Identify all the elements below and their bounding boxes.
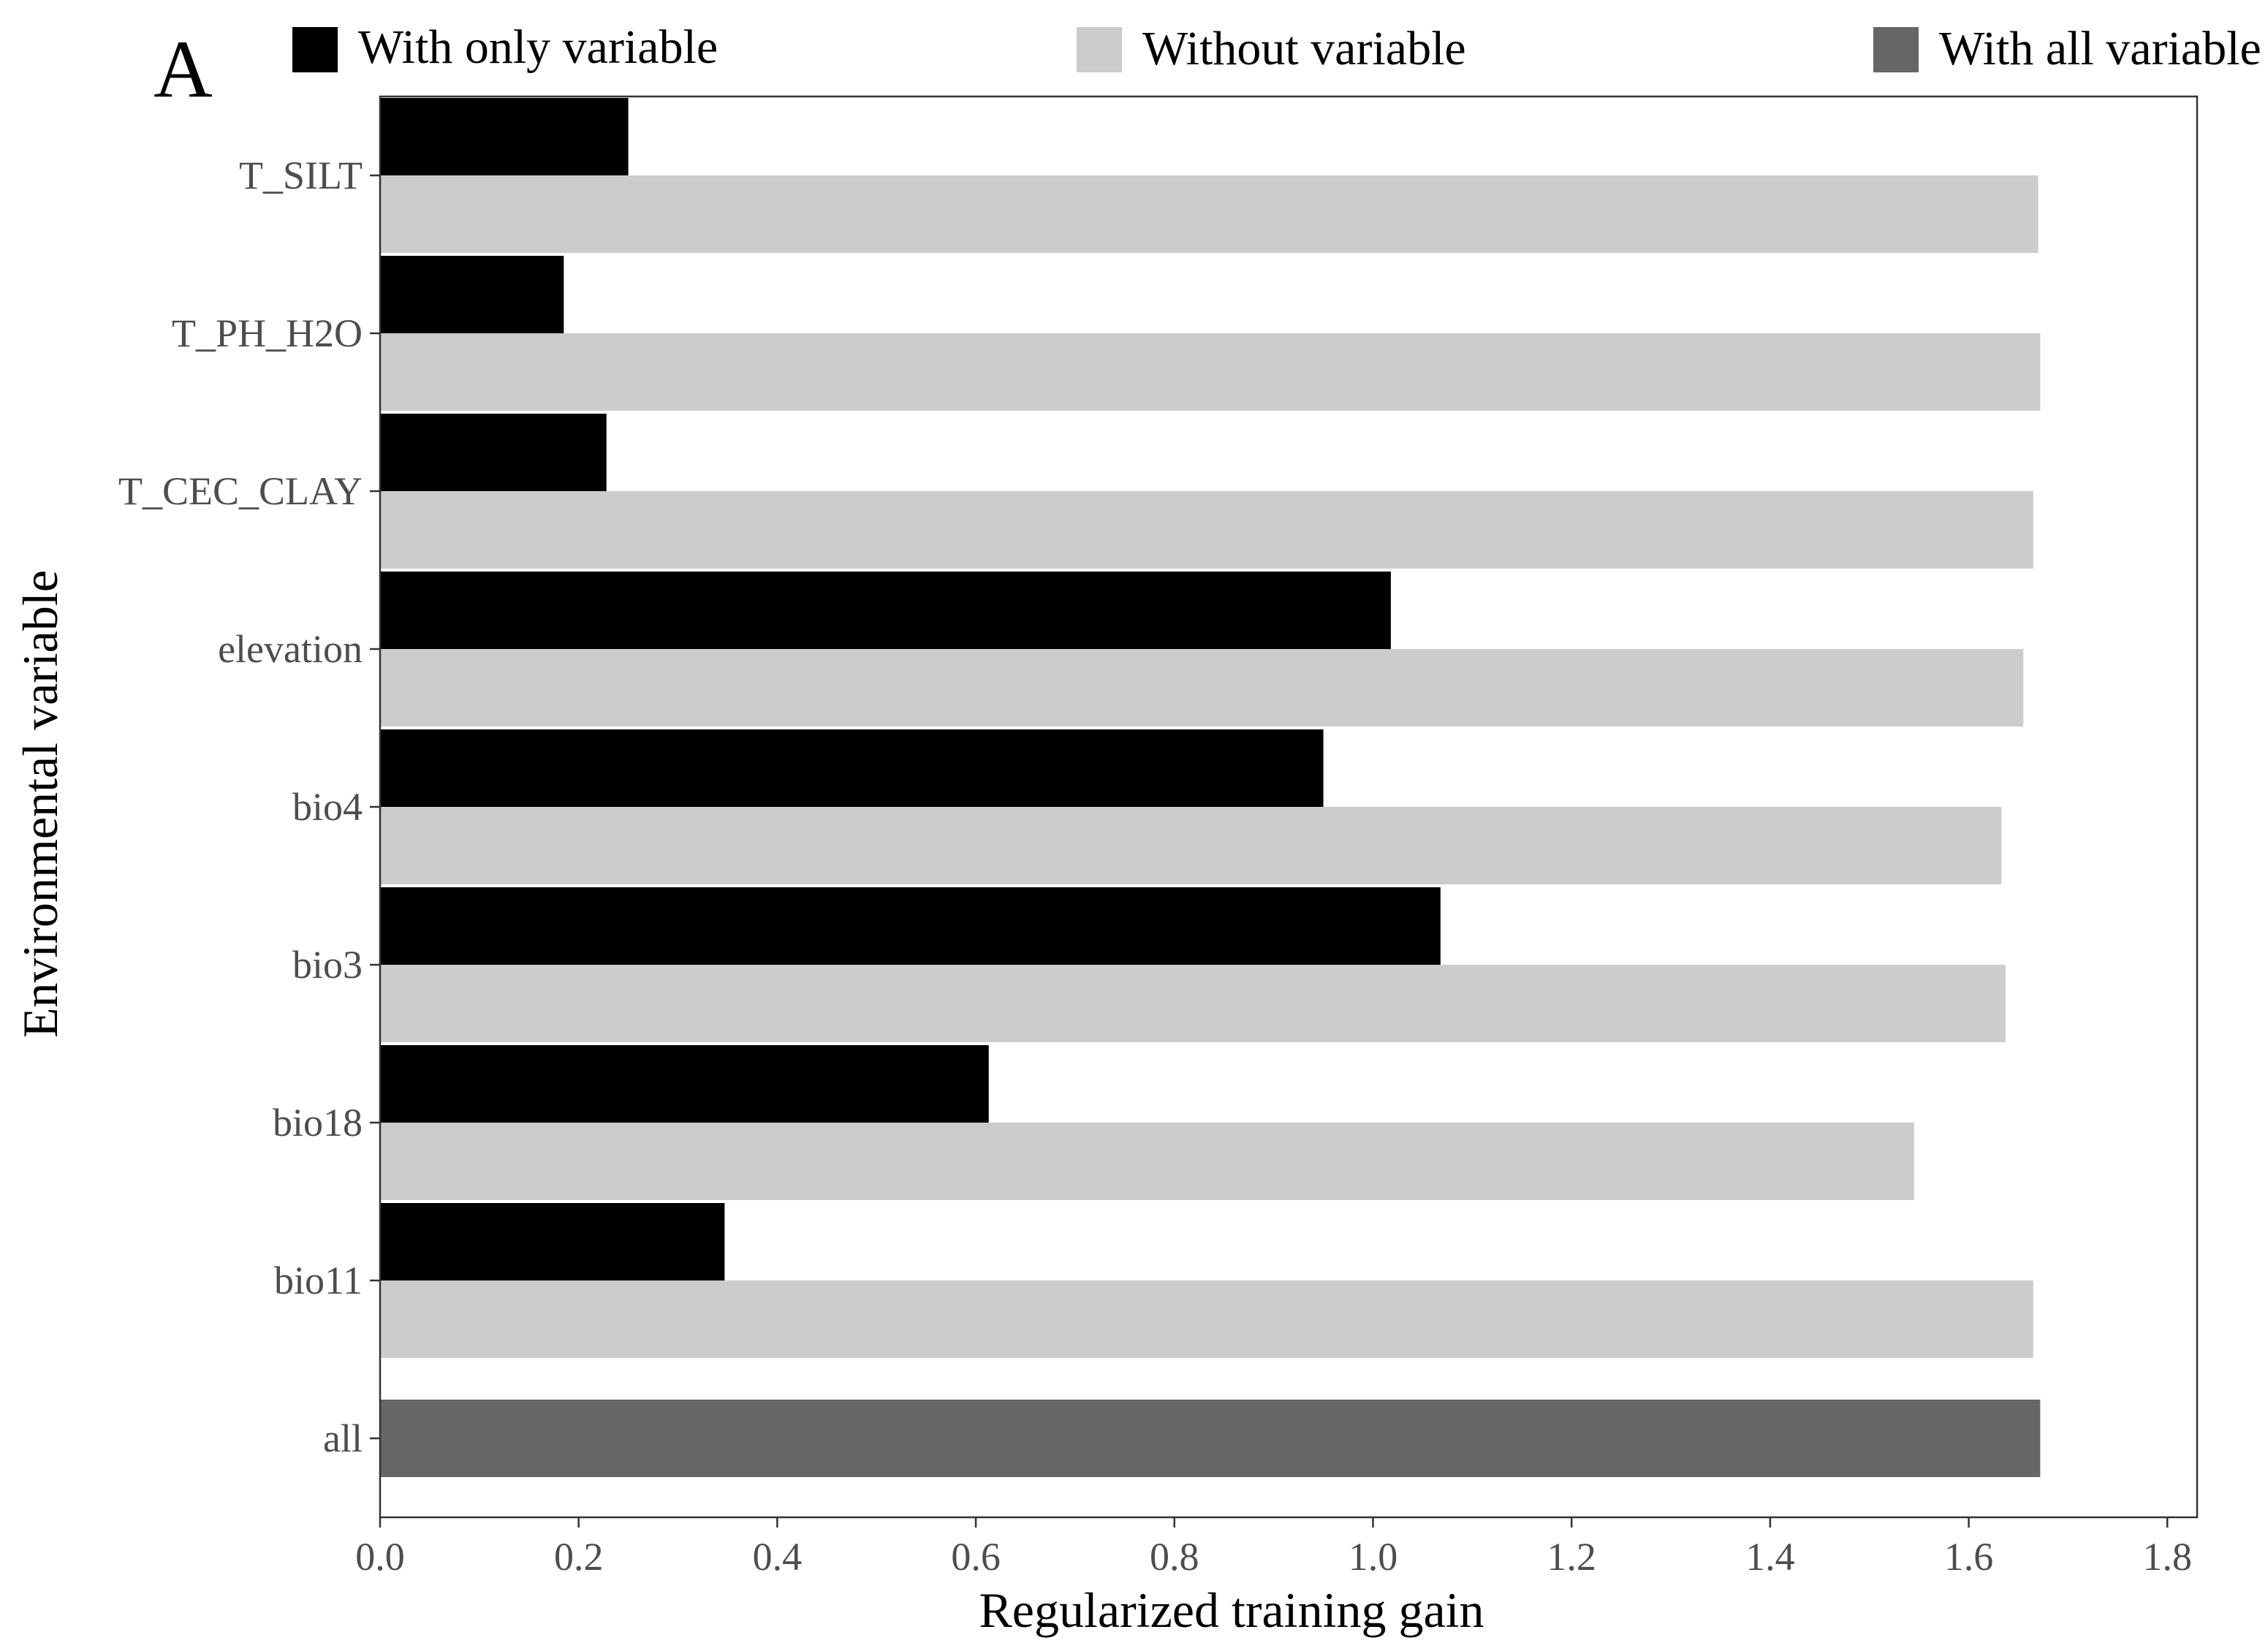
x-tick-label: 1.6 bbox=[1944, 1535, 1994, 1579]
y-tick-label-t-cec-clay: T_CEC_CLAY bbox=[118, 469, 363, 513]
panel-label: A bbox=[153, 24, 213, 115]
x-tick-label: 1.2 bbox=[1547, 1535, 1596, 1579]
legend-swatch-with-all bbox=[1873, 27, 1919, 72]
bar-without-t-silt bbox=[380, 175, 2038, 253]
y-axis: T_SILT T_PH_H2O T_CEC_CLAY elevation bio4 bio… bbox=[118, 153, 380, 1460]
x-axis-title: Regularized training gain bbox=[979, 1582, 1484, 1638]
bar-with-only-bio18 bbox=[380, 1045, 989, 1123]
bar-without-t-cec-clay bbox=[380, 491, 2033, 569]
y-tick-label-bio11: bio11 bbox=[274, 1259, 363, 1302]
bar-with-all-all bbox=[380, 1400, 2041, 1477]
bar-with-only-bio11 bbox=[380, 1203, 725, 1280]
x-tick-label: 1.8 bbox=[2142, 1535, 2192, 1579]
bar-without-t-ph-h2o bbox=[380, 333, 2041, 411]
x-tick-label: 1.4 bbox=[1745, 1535, 1795, 1579]
bar-with-only-elevation bbox=[380, 572, 1391, 649]
bar-without-elevation bbox=[380, 649, 2024, 726]
x-tick-label: 1.0 bbox=[1349, 1535, 1398, 1579]
y-tick-label-t-silt: T_SILT bbox=[239, 153, 363, 197]
legend-label-without: Without variable bbox=[1142, 22, 1466, 75]
legend: With only variable Without variable With… bbox=[292, 20, 2261, 75]
legend-swatch-with-only bbox=[292, 27, 338, 72]
bar-without-bio18 bbox=[380, 1123, 1914, 1200]
bar-with-only-t-cec-clay bbox=[380, 414, 607, 491]
x-tick-label: 0.4 bbox=[753, 1535, 803, 1579]
bar-without-bio3 bbox=[380, 965, 2006, 1042]
bar-with-only-bio4 bbox=[380, 729, 1324, 807]
legend-swatch-without bbox=[1077, 27, 1122, 72]
legend-label-with-all: With all variable bbox=[1939, 22, 2261, 75]
x-tick-label: 0.6 bbox=[951, 1535, 1001, 1579]
y-tick-label-bio18: bio18 bbox=[273, 1101, 363, 1145]
y-tick-label-bio3: bio3 bbox=[292, 943, 363, 987]
y-axis-title: Environmental variable bbox=[12, 570, 68, 1038]
bar-with-only-t-silt bbox=[380, 98, 629, 175]
bar-without-bio11 bbox=[380, 1280, 2033, 1358]
y-tick-label-bio4: bio4 bbox=[292, 785, 363, 829]
x-tick-label: 0.0 bbox=[355, 1535, 405, 1579]
legend-label-with-only: With only variable bbox=[358, 20, 718, 74]
y-tick-label-t-ph-h2o: T_PH_H2O bbox=[172, 311, 363, 355]
y-tick-label-elevation: elevation bbox=[218, 627, 363, 671]
bars-layer bbox=[380, 98, 2041, 1477]
x-axis: 0.0 0.2 0.4 0.6 0.8 1.0 1.2 1.4 1.6 1.8 bbox=[355, 1517, 2192, 1579]
x-tick-label: 0.2 bbox=[554, 1535, 604, 1579]
bar-without-bio4 bbox=[380, 807, 2002, 884]
y-tick-label-all: all bbox=[323, 1416, 363, 1460]
bar-with-only-t-ph-h2o bbox=[380, 256, 564, 333]
bar-with-only-bio3 bbox=[380, 887, 1441, 965]
x-tick-label: 0.8 bbox=[1150, 1535, 1199, 1579]
